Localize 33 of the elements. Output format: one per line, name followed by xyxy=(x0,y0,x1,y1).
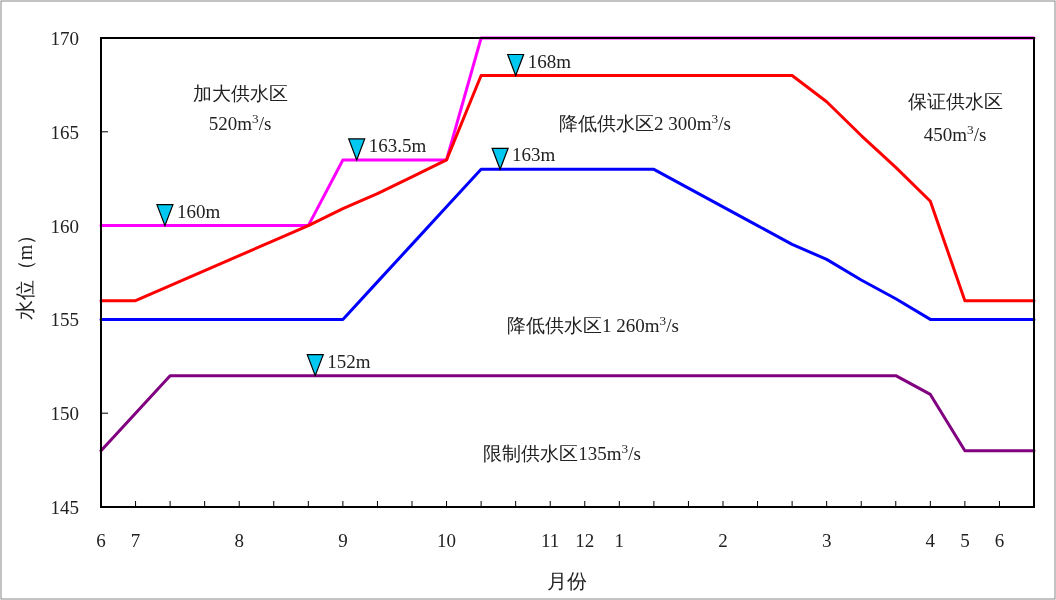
annotation: 152m xyxy=(327,350,371,372)
x-tick-label: 6 xyxy=(96,530,106,551)
annotation: 163m xyxy=(512,144,556,166)
annotation: 163.5m xyxy=(368,134,427,156)
annotation: 168m xyxy=(527,50,572,72)
y-axis-title: 水位（m） xyxy=(14,224,36,321)
annotation: 450m$^{3}$/s xyxy=(923,121,987,145)
annotation: 160m xyxy=(176,200,221,222)
x-tick-label: 3 xyxy=(821,530,832,551)
x-tick-label: 2 xyxy=(718,530,728,551)
x-tick-label: 12 xyxy=(575,530,595,551)
x-tick-label: 4 xyxy=(925,530,936,551)
annotation: 保证供水区 xyxy=(907,91,1003,112)
y-tick-label: 165 xyxy=(50,121,79,143)
annotation: 降低供水区2 300m$^{3}$/s xyxy=(559,110,731,134)
y-tick-label: 160 xyxy=(50,215,79,237)
x-tick-label: 7 xyxy=(130,530,141,551)
x-tick-label: 10 xyxy=(437,530,457,551)
y-tick-label: 150 xyxy=(50,403,79,425)
x-tick-label: 11 xyxy=(541,530,560,551)
annotation: 降低供水区1 260m$^{3}$/s xyxy=(507,312,679,336)
y-tick-label: 170 xyxy=(50,28,79,49)
x-tick-label: 5 xyxy=(960,530,970,551)
y-tick-label: 145 xyxy=(50,497,79,518)
annotation: 限制供水区135m$^{3}$/s xyxy=(483,440,641,464)
x-tick-label: 6 xyxy=(994,530,1005,551)
x-tick-label: 8 xyxy=(234,530,244,551)
x-axis-title: 月份 xyxy=(547,570,587,592)
annotation: 520m$^{3}$/s xyxy=(208,110,272,134)
x-tick-label: 1 xyxy=(614,530,625,551)
y-tick-label: 155 xyxy=(50,309,79,331)
annotation: 加大供水区 xyxy=(192,83,288,104)
x-tick-label: 9 xyxy=(338,530,348,551)
